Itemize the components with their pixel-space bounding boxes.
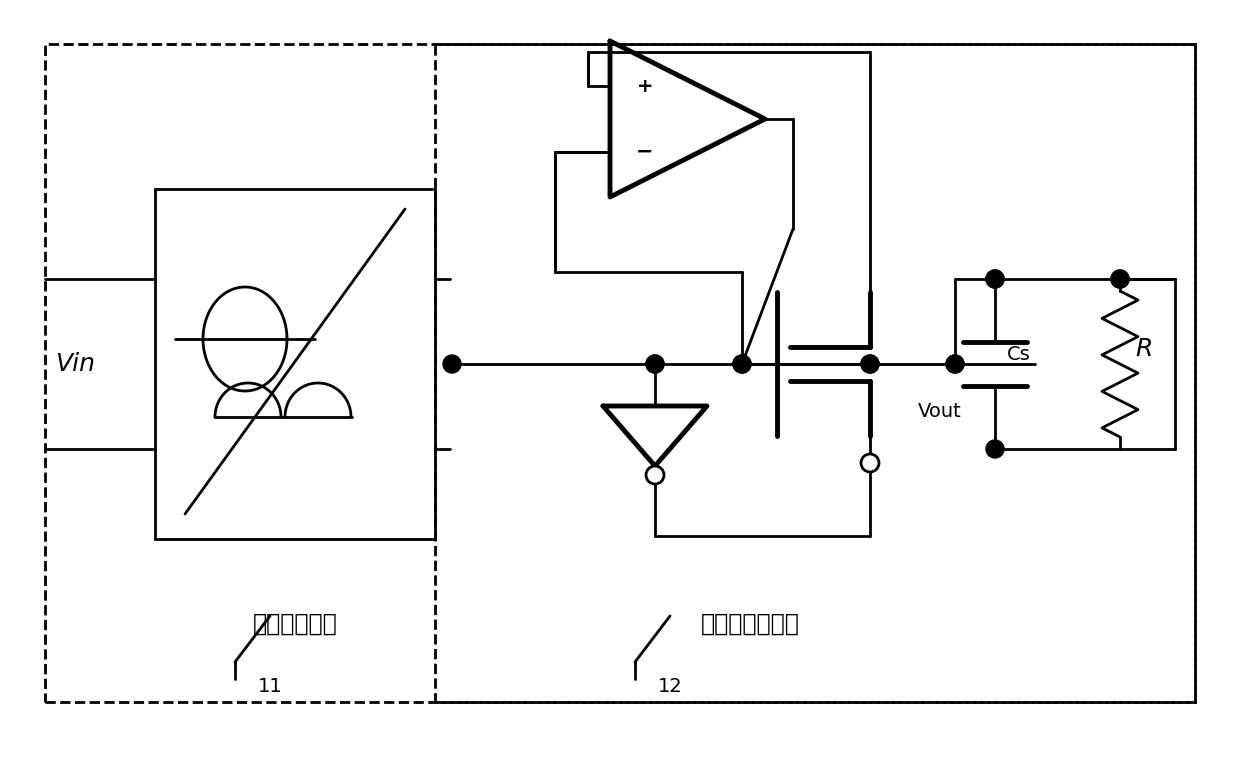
Text: 12: 12 <box>657 677 682 697</box>
Circle shape <box>986 270 1004 288</box>
Text: Vin: Vin <box>55 352 95 376</box>
Circle shape <box>443 355 461 373</box>
Bar <box>435 44 1195 702</box>
Text: R: R <box>1135 337 1152 361</box>
Text: 11: 11 <box>258 677 283 697</box>
Circle shape <box>861 355 879 373</box>
Circle shape <box>986 270 1004 288</box>
Circle shape <box>946 355 963 373</box>
Circle shape <box>646 466 663 484</box>
Bar <box>155 189 435 539</box>
Text: 有源二极管电路: 有源二极管电路 <box>701 612 800 636</box>
Circle shape <box>733 355 751 373</box>
Circle shape <box>1111 270 1128 288</box>
Circle shape <box>733 355 751 373</box>
Bar <box>45 44 1195 702</box>
Circle shape <box>646 355 663 373</box>
Text: +: + <box>637 77 653 96</box>
Circle shape <box>1111 270 1128 288</box>
Text: −: − <box>636 142 653 162</box>
Text: Cs: Cs <box>1007 344 1030 364</box>
Circle shape <box>861 454 879 472</box>
Circle shape <box>986 440 1004 458</box>
Circle shape <box>861 355 879 373</box>
Circle shape <box>946 355 963 373</box>
Text: 负电压转换器: 负电压转换器 <box>253 612 337 636</box>
Text: Vout: Vout <box>918 402 962 421</box>
Circle shape <box>646 355 663 373</box>
